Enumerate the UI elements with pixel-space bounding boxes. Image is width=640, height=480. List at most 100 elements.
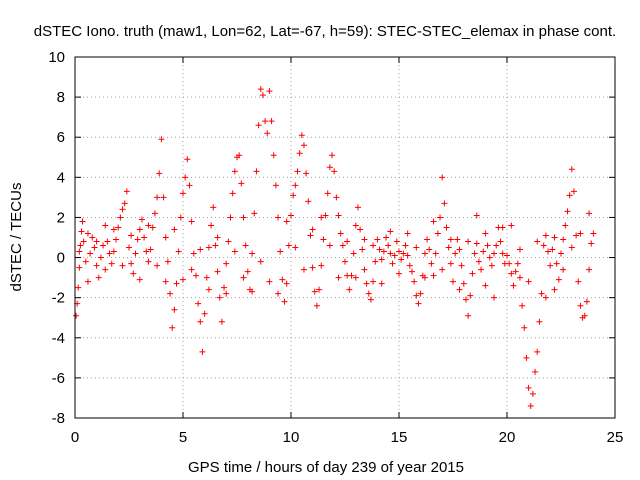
data-point <box>545 248 552 255</box>
data-point <box>365 290 372 297</box>
data-point <box>91 244 98 251</box>
data-point <box>521 324 528 331</box>
data-point <box>210 204 217 211</box>
data-point <box>387 228 394 235</box>
data-point <box>208 222 215 229</box>
data-point <box>197 246 204 253</box>
data-point <box>439 174 446 181</box>
x-tick-label: 25 <box>607 429 624 446</box>
data-point <box>188 266 195 273</box>
data-point <box>357 226 364 233</box>
data-point <box>460 280 467 287</box>
plot-frame <box>74 56 616 419</box>
data-point <box>475 258 482 265</box>
data-point <box>523 354 530 361</box>
data-point <box>404 252 411 259</box>
data-point <box>300 266 307 273</box>
data-point <box>396 270 402 277</box>
data-point <box>437 214 444 221</box>
y-tick-label: 4 <box>57 169 65 186</box>
data-point <box>519 302 526 309</box>
data-point <box>281 298 288 305</box>
data-point <box>201 310 208 317</box>
x-tick-label: 5 <box>179 429 187 446</box>
data-point <box>184 156 191 163</box>
data-point <box>482 282 489 289</box>
data-point <box>154 194 161 201</box>
data-point <box>318 262 325 269</box>
data-point <box>370 242 377 249</box>
data-point <box>102 222 109 229</box>
data-point <box>558 250 564 257</box>
data-point <box>318 214 325 221</box>
data-point <box>499 250 506 257</box>
data-point <box>462 296 469 303</box>
data-point <box>82 258 89 265</box>
data-point <box>266 278 273 285</box>
data-point <box>186 182 193 189</box>
data-point <box>424 236 431 243</box>
data-point <box>128 260 135 267</box>
data-point <box>439 266 446 273</box>
data-point <box>400 250 407 257</box>
data-point <box>555 276 562 283</box>
data-point <box>79 218 86 225</box>
data-point <box>568 244 575 251</box>
data-point <box>406 262 413 269</box>
data-point <box>432 250 439 257</box>
data-point <box>478 266 485 273</box>
data-point <box>508 222 515 229</box>
data-point <box>553 260 560 267</box>
data-point <box>588 240 595 247</box>
data-point <box>473 240 480 247</box>
data-point <box>566 192 573 199</box>
data-point <box>264 130 271 137</box>
data-point <box>277 248 284 255</box>
data-point <box>452 250 459 257</box>
data-point <box>240 214 247 221</box>
data-point <box>504 252 510 259</box>
data-point <box>370 278 377 285</box>
y-tick-label: -4 <box>52 330 65 347</box>
data-point <box>75 284 82 291</box>
data-point <box>171 306 178 313</box>
data-point <box>145 222 152 229</box>
data-point <box>244 268 251 275</box>
data-point <box>525 384 532 391</box>
data-point <box>540 242 547 249</box>
data-point <box>156 170 163 177</box>
data-point <box>348 272 355 279</box>
data-point <box>212 242 219 249</box>
data-point <box>434 230 441 237</box>
data-point <box>581 312 588 319</box>
data-point <box>484 242 491 249</box>
data-point <box>143 248 150 255</box>
data-point <box>190 250 197 257</box>
data-point <box>534 348 541 355</box>
data-point <box>577 302 584 309</box>
data-point <box>527 402 534 409</box>
data-point <box>497 238 504 245</box>
data-point <box>465 312 472 319</box>
data-point <box>303 170 310 177</box>
data-point <box>126 244 132 251</box>
data-point <box>320 236 327 243</box>
data-point <box>514 260 521 267</box>
data-point <box>408 268 415 275</box>
data-point <box>311 288 318 295</box>
data-point <box>223 260 230 267</box>
data-point <box>491 294 498 301</box>
data-point <box>542 232 549 239</box>
data-point <box>300 142 307 149</box>
data-point <box>285 242 292 249</box>
data-point <box>534 238 541 245</box>
data-point <box>417 290 424 297</box>
y-axis-label: dSTEC / TECUs <box>8 183 25 292</box>
data-point <box>240 274 247 281</box>
data-point <box>387 250 394 257</box>
data-point <box>547 262 554 269</box>
data-point <box>516 274 523 281</box>
data-point <box>575 278 582 285</box>
data-point <box>512 268 519 275</box>
data-point <box>104 238 111 245</box>
